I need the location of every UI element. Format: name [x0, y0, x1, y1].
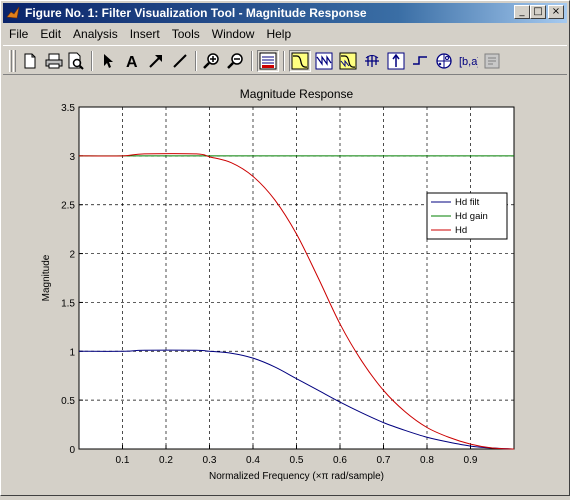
legend[interactable]: Hd filt Hd gain Hd: [426, 192, 508, 240]
filter-specs-icon[interactable]: [257, 50, 279, 72]
svg-text:A: A: [126, 54, 138, 69]
y-tick-label: 0.5: [61, 396, 75, 407]
y-tick-label: 1: [69, 347, 75, 358]
group-delay-icon[interactable]: [361, 50, 383, 72]
x-tick-label: 0.8: [420, 455, 434, 466]
coefficients-icon[interactable]: [b,a]: [457, 50, 479, 72]
x-axis-label: Normalized Frequency (×π rad/sample): [209, 471, 384, 482]
toolbar-grip[interactable]: [13, 50, 16, 72]
toolbar-separator: [91, 51, 93, 71]
text-icon[interactable]: A: [121, 50, 143, 72]
x-tick-label: 0.1: [116, 455, 130, 466]
y-tick-label: 2.5: [61, 201, 75, 212]
toolbar-grip[interactable]: [9, 50, 12, 72]
maximize-button[interactable]: □: [530, 5, 546, 19]
y-tick-label: 3: [69, 152, 75, 163]
x-tick-label: 0.7: [377, 455, 391, 466]
toolbar-separator: [283, 51, 285, 71]
menu-help[interactable]: Help: [266, 27, 292, 41]
toolbar-separator: [251, 51, 253, 71]
toolbar: A: [3, 45, 567, 75]
phase-response-icon[interactable]: [313, 50, 335, 72]
line-icon[interactable]: [169, 50, 191, 72]
minimize-button[interactable]: _: [514, 5, 530, 19]
figure-canvas: 0.1 0.2 0.3 0.4 0.5 0.6 0.7 0.8 0.9 0 0.5 1 1.5 2 2.5 3…: [3, 77, 567, 495]
legend-label-hd-gain: Hd gain: [455, 211, 488, 222]
y-tick-label: 1.5: [61, 298, 75, 309]
magnitude-response-icon[interactable]: [289, 50, 311, 72]
menu-insert[interactable]: Insert: [129, 27, 160, 41]
menu-file[interactable]: File: [9, 27, 29, 41]
impulse-response-icon[interactable]: [385, 50, 407, 72]
toolbar-separator: [195, 51, 197, 71]
svg-text:[b,a]: [b,a]: [459, 56, 478, 68]
select-arrow-icon[interactable]: [97, 50, 119, 72]
legend-label-hd-filt: Hd filt: [455, 197, 480, 208]
x-tick-label: 0.3: [203, 455, 217, 466]
menu-analysis[interactable]: Analysis: [73, 27, 118, 41]
menu-tools[interactable]: Tools: [171, 27, 200, 41]
legend-label-hd: Hd: [455, 225, 467, 236]
filter-info-icon[interactable]: [481, 50, 503, 72]
menu-window[interactable]: Window: [211, 27, 255, 41]
x-tick-label: 0.6: [333, 455, 347, 466]
magnitude-response-chart: 0.1 0.2 0.3 0.4 0.5 0.6 0.7 0.8 0.9 0 0.5 1 1.5 2 2.5 3…: [41, 87, 515, 482]
x-tick-label: 0.5: [290, 455, 304, 466]
y-tick-label: 3.5: [61, 103, 75, 114]
y-tick-label: 0: [69, 445, 75, 456]
series-line-hd: [78, 153, 515, 450]
chart-title: Magnitude Response: [240, 87, 354, 101]
x-tick-label: 0.4: [246, 455, 260, 466]
y-tick-label: 2: [69, 250, 75, 261]
menu-edit[interactable]: Edit: [40, 27, 62, 41]
new-icon[interactable]: [19, 50, 41, 72]
zoom-out-icon[interactable]: [225, 50, 247, 72]
close-button[interactable]: ×: [548, 5, 564, 19]
zoom-in-icon[interactable]: [201, 50, 223, 72]
matlab-icon: [6, 6, 20, 20]
arrow-icon[interactable]: [145, 50, 167, 72]
series-line-hd-filt: [78, 349, 515, 450]
window-title: Figure No. 1: Filter Visualization Tool …: [25, 6, 367, 20]
x-tick-label: 0.9: [464, 455, 478, 466]
print-preview-icon[interactable]: [65, 50, 87, 72]
menu-bar: File Edit Analysis Insert Tools Window H…: [3, 25, 567, 43]
pole-zero-icon[interactable]: [433, 50, 455, 72]
x-tick-label: 0.2: [159, 455, 173, 466]
y-axis-label: Magnitude: [41, 254, 52, 301]
title-bar[interactable]: Figure No. 1: Filter Visualization Tool …: [3, 3, 567, 23]
magnitude-phase-icon[interactable]: [337, 50, 359, 72]
print-icon[interactable]: [43, 50, 65, 72]
step-response-icon[interactable]: [409, 50, 431, 72]
